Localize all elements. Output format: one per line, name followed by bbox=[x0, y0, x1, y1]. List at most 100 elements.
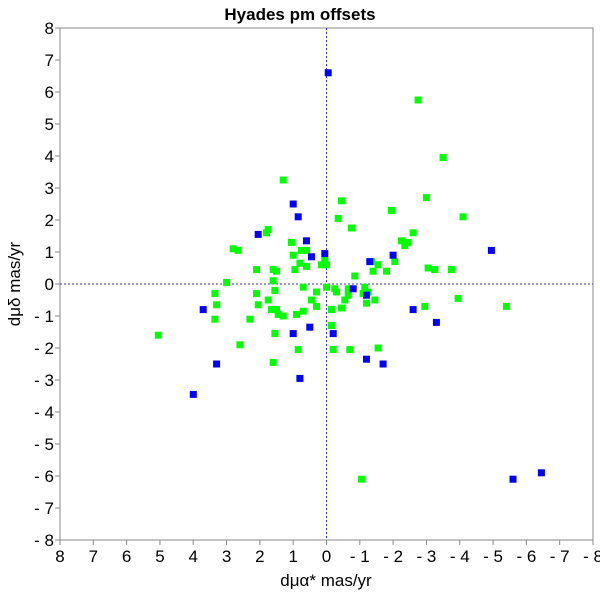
data-point bbox=[246, 315, 254, 323]
data-point bbox=[213, 301, 221, 309]
data-point bbox=[349, 285, 357, 293]
y-tick-label: - 8 bbox=[34, 531, 54, 550]
data-point bbox=[374, 344, 382, 352]
y-tick-label: - 5 bbox=[34, 435, 54, 454]
data-point bbox=[298, 246, 305, 254]
data-point bbox=[338, 304, 345, 312]
x-tick-label: - 4 bbox=[450, 547, 470, 566]
data-point bbox=[431, 266, 439, 274]
data-point bbox=[291, 266, 299, 274]
data-point bbox=[344, 285, 352, 293]
x-tick-label: - 1 bbox=[350, 547, 370, 566]
data-point bbox=[371, 296, 379, 304]
data-point bbox=[279, 312, 287, 320]
y-tick-label: 0 bbox=[45, 275, 54, 294]
data-point bbox=[358, 475, 365, 483]
y-tick-label: 1 bbox=[45, 243, 54, 262]
data-point bbox=[303, 237, 310, 245]
data-point bbox=[289, 330, 297, 338]
data-point bbox=[509, 475, 517, 483]
data-point bbox=[424, 264, 432, 272]
data-point bbox=[404, 238, 412, 246]
data-point bbox=[299, 283, 307, 291]
data-point bbox=[296, 259, 304, 267]
data-point bbox=[487, 246, 495, 254]
data-point bbox=[223, 278, 231, 286]
data-point bbox=[269, 277, 277, 285]
y-tick-label: - 7 bbox=[34, 499, 54, 518]
data-point bbox=[328, 306, 335, 314]
data-point bbox=[432, 318, 440, 326]
x-axis-ticks: 8 7 6 5 4 3 2 1 0 - 1 - 2 - 3 - 4 - 5 - 6 - 7 - 8 bbox=[55, 540, 600, 566]
data-point bbox=[253, 290, 260, 298]
data-point bbox=[341, 296, 349, 304]
data-point bbox=[313, 288, 320, 296]
x-tick-label: 0 bbox=[322, 547, 331, 566]
data-point bbox=[409, 306, 417, 314]
data-point bbox=[234, 246, 242, 254]
data-point bbox=[313, 302, 320, 310]
y-tick-label: - 3 bbox=[34, 371, 54, 390]
y-tick-label: 4 bbox=[45, 147, 54, 166]
y-tick-label: 2 bbox=[45, 211, 54, 230]
data-point bbox=[361, 283, 369, 291]
data-point bbox=[389, 251, 397, 259]
y-tick-label: 5 bbox=[45, 115, 54, 134]
data-point bbox=[363, 291, 370, 299]
data-point bbox=[271, 330, 279, 338]
data-point bbox=[459, 213, 467, 221]
x-tick-label: 7 bbox=[89, 547, 98, 566]
data-point bbox=[333, 288, 340, 296]
data-point bbox=[288, 238, 295, 246]
data-points bbox=[154, 69, 545, 483]
data-point bbox=[279, 176, 287, 184]
data-point bbox=[398, 237, 405, 245]
data-point bbox=[154, 331, 162, 339]
data-point bbox=[229, 245, 237, 253]
data-point bbox=[274, 310, 282, 318]
data-point bbox=[346, 346, 354, 354]
data-point bbox=[299, 307, 307, 315]
data-point bbox=[264, 226, 272, 234]
data-point bbox=[273, 267, 280, 275]
data-point bbox=[344, 291, 352, 299]
data-point bbox=[379, 360, 387, 368]
data-point bbox=[454, 294, 462, 302]
y-tick-label: 3 bbox=[45, 179, 54, 198]
x-tick-label: - 8 bbox=[583, 547, 600, 566]
data-point bbox=[289, 251, 297, 259]
x-axis-label: dμα* mas/yr bbox=[280, 571, 372, 590]
data-point bbox=[189, 390, 197, 398]
data-point bbox=[293, 310, 300, 318]
data-point bbox=[289, 200, 297, 208]
y-axis-ticks: 8 7 6 5 4 3 2 1 0 - 1 - 2 - 3 - 4 - 5 - 6 - 7 - 8 bbox=[34, 19, 60, 550]
data-point bbox=[211, 315, 219, 323]
data-point bbox=[308, 253, 315, 261]
data-point bbox=[348, 224, 355, 232]
data-point bbox=[268, 306, 275, 314]
x-tick-label: 1 bbox=[288, 547, 297, 566]
data-point bbox=[351, 272, 359, 280]
data-point bbox=[329, 346, 337, 354]
data-point bbox=[211, 290, 219, 298]
x-tick-label: - 6 bbox=[516, 547, 536, 566]
data-point bbox=[323, 283, 330, 291]
data-point bbox=[421, 302, 429, 310]
y-tick-label: - 2 bbox=[34, 339, 54, 358]
x-tick-label: 3 bbox=[222, 547, 231, 566]
data-point bbox=[303, 262, 310, 270]
data-point bbox=[366, 258, 374, 266]
data-point bbox=[213, 360, 221, 368]
data-point bbox=[273, 306, 280, 314]
data-point bbox=[264, 296, 272, 304]
x-tick-label: 6 bbox=[122, 547, 131, 566]
data-point bbox=[308, 296, 315, 304]
data-point bbox=[502, 302, 510, 310]
data-point bbox=[306, 323, 314, 331]
data-point bbox=[439, 154, 447, 162]
data-point bbox=[303, 246, 310, 254]
data-point bbox=[409, 229, 417, 237]
x-tick-label: - 3 bbox=[417, 547, 437, 566]
x-tick-label: - 2 bbox=[383, 547, 403, 566]
data-point bbox=[254, 230, 262, 238]
